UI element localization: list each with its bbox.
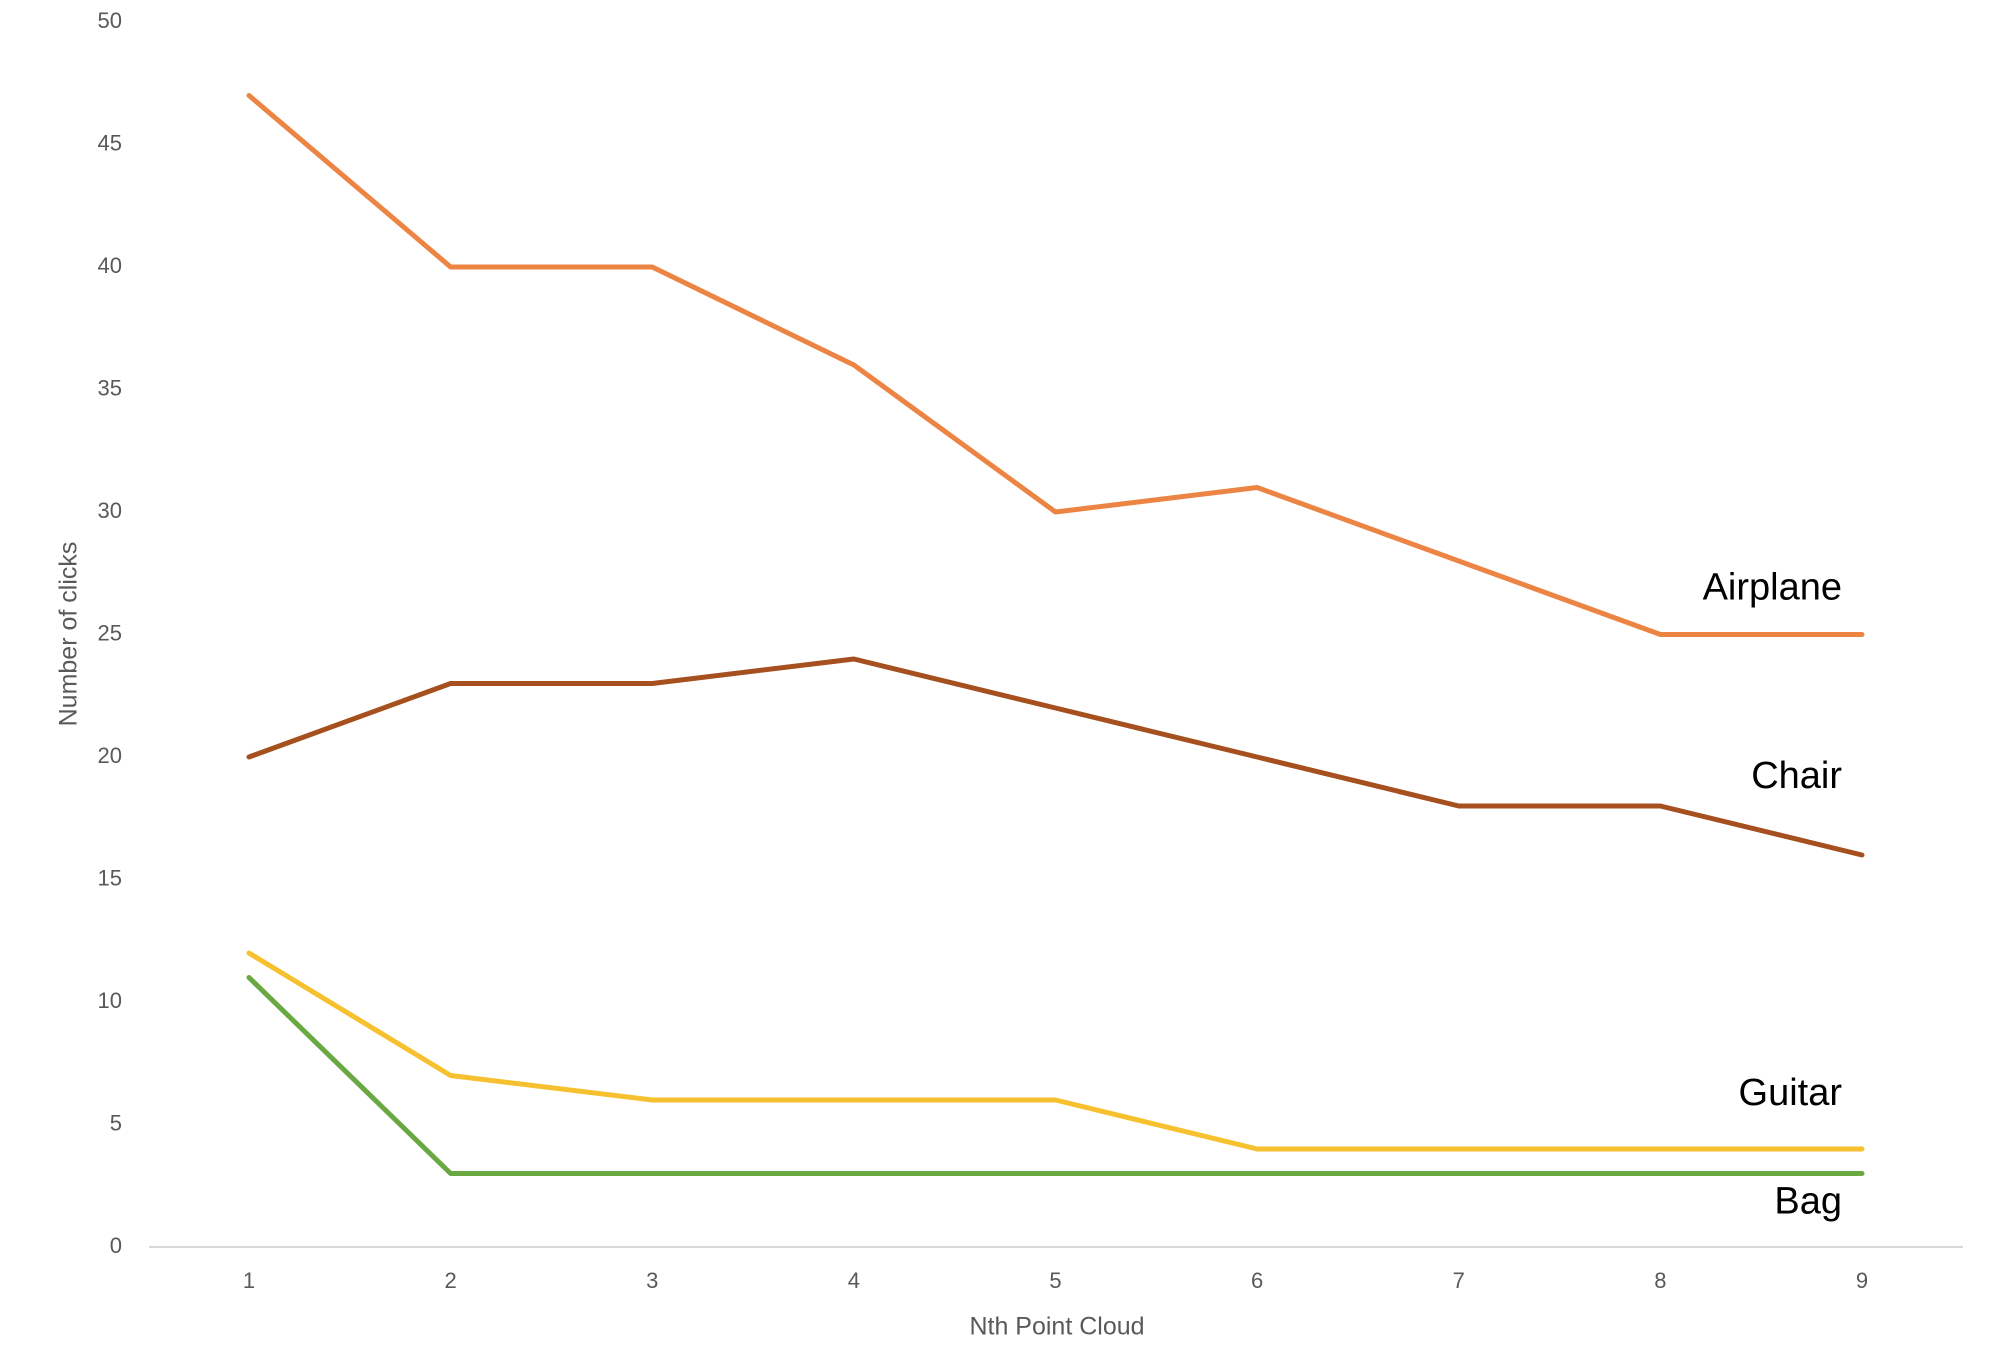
y-tick-label: 5 [110, 1110, 122, 1135]
series-line [246, 656, 1865, 858]
y-tick-label: 40 [98, 253, 122, 278]
y-tick-label: 50 [98, 8, 122, 33]
series-label: Airplane [1703, 567, 1842, 609]
series-line [246, 93, 1865, 637]
x-tick-label: 1 [243, 1268, 255, 1293]
x-tick-label: 4 [848, 1268, 860, 1293]
y-tick-label: 35 [98, 375, 122, 400]
x-tick-label: 2 [445, 1268, 457, 1293]
x-tick-label: 7 [1453, 1268, 1465, 1293]
y-tick-label: 20 [98, 743, 122, 768]
y-tick-label: 45 [98, 130, 122, 155]
y-axis-title: Number of clicks [55, 542, 83, 727]
x-tick-label: 9 [1856, 1268, 1868, 1293]
y-tick-label: 10 [98, 988, 122, 1013]
y-tick-label: 25 [98, 620, 122, 645]
series-label: Guitar [1739, 1072, 1843, 1114]
series-line [246, 975, 1865, 1176]
x-tick-label: 5 [1049, 1268, 1061, 1293]
x-tick-label: 6 [1251, 1268, 1263, 1293]
y-tick-label: 15 [98, 865, 122, 890]
series-label: Chair [1751, 755, 1842, 797]
y-tick-label: 0 [110, 1233, 122, 1258]
x-axis-title: Nth Point Cloud [969, 1313, 1144, 1341]
x-tick-label: 8 [1654, 1268, 1666, 1293]
y-tick-label: 30 [98, 498, 122, 523]
series-label: Bag [1774, 1181, 1842, 1223]
x-tick-label: 3 [646, 1268, 658, 1293]
series-line [246, 950, 1865, 1152]
